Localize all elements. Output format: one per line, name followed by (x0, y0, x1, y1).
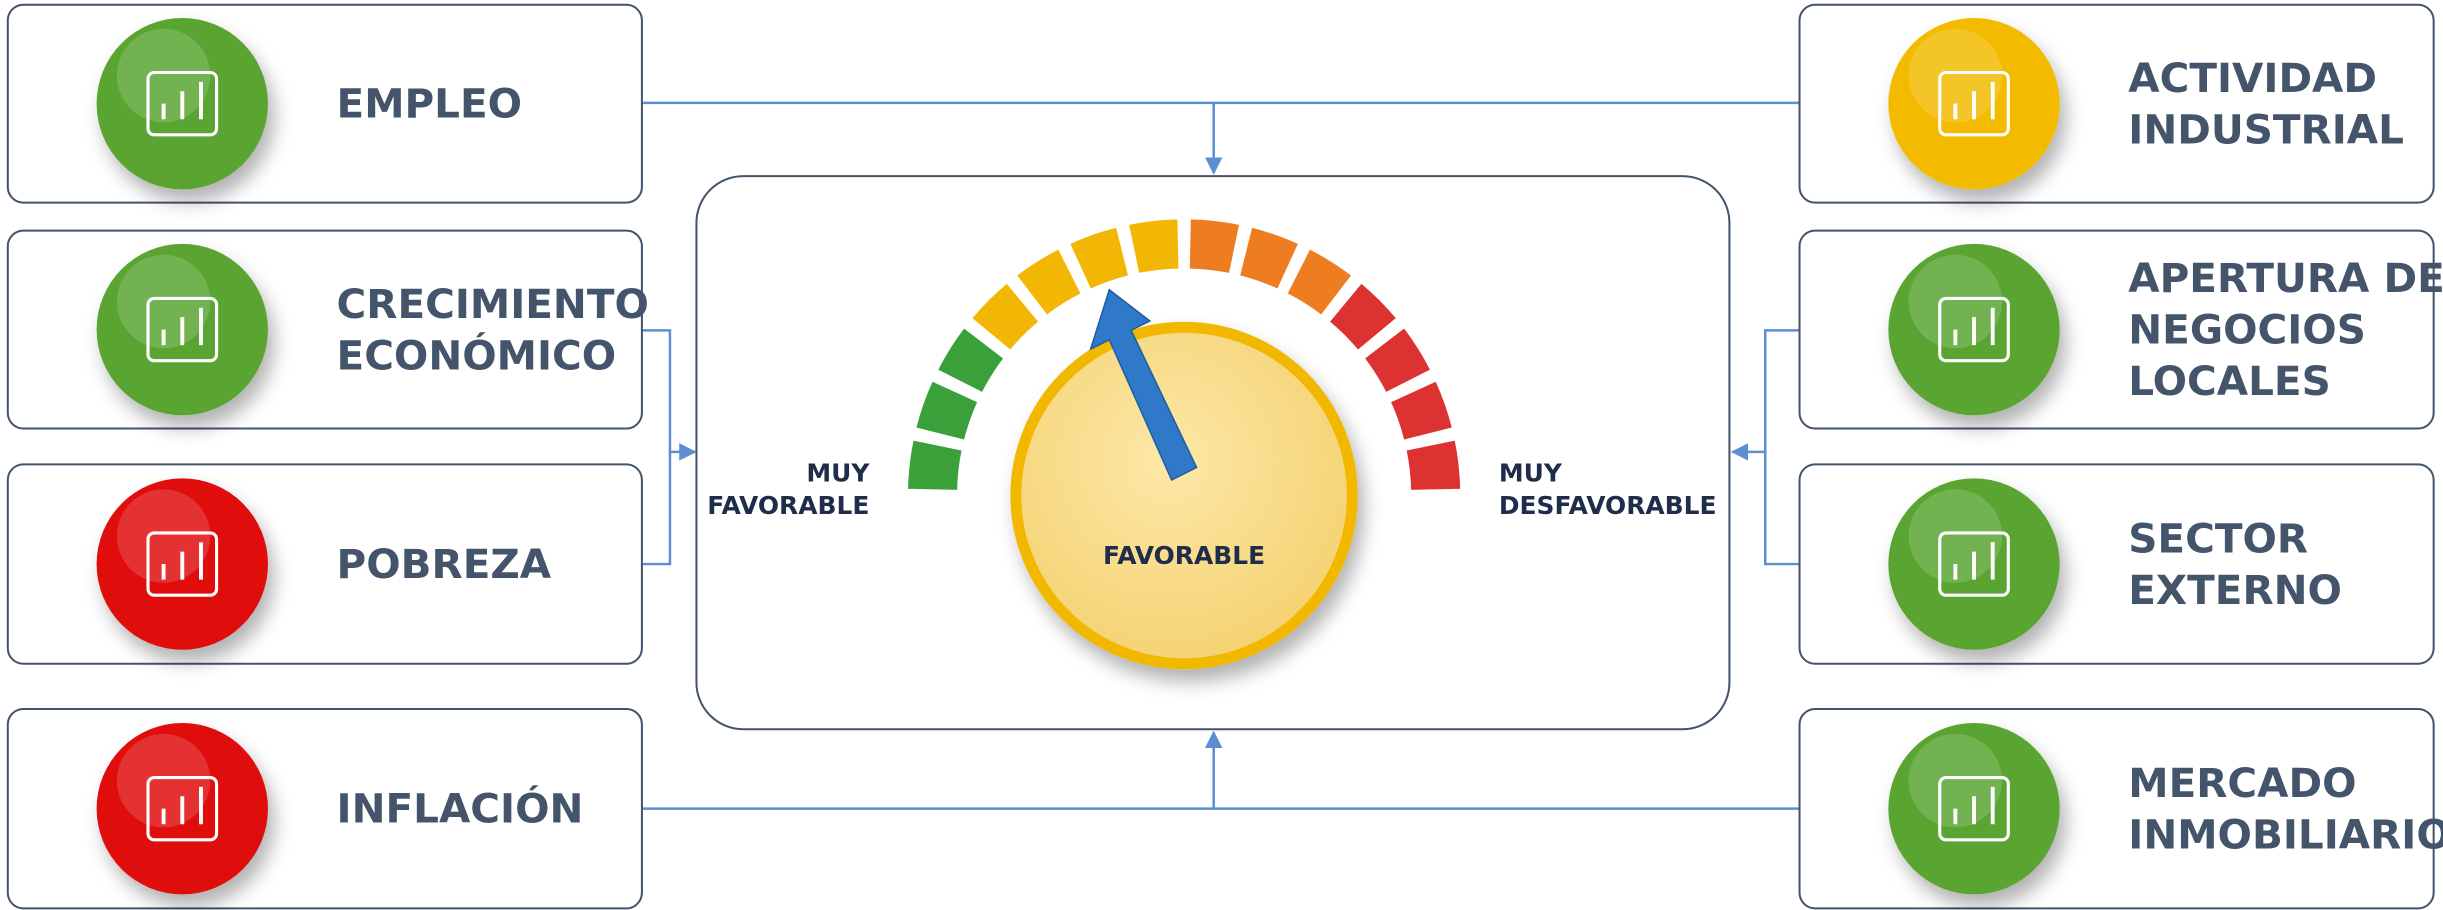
indicator-label: POBREZA (337, 540, 552, 588)
indicator-label: CRECIMIENTO (337, 280, 649, 328)
gauge-dial (1016, 327, 1353, 664)
page: {"left": [ {"label": ["EMPLEO"], "color"… (0, 0, 2443, 910)
indicator-label: EMPLEO (337, 80, 523, 128)
indicator-label: LOCALES (2128, 357, 2331, 405)
connector (1765, 330, 1799, 564)
diagram: MUY FAVORABLE MUY DESFAVORABLE FAVORABLE EMP… (0, 0, 2443, 910)
indicator-label: ECONÓMICO (337, 331, 617, 379)
gauge-label: MUY (806, 458, 870, 487)
gauge-label: MUY (1499, 458, 1563, 487)
gauge-label: DESFAVORABLE (1499, 491, 1717, 520)
gauge-segment (1405, 439, 1461, 491)
indicator-label: NEGOCIOS (2128, 306, 2366, 354)
indicator-label: INFLACIÓN (337, 785, 584, 833)
gauge-label: FAVORABLE (1103, 541, 1265, 570)
indicator-label: APERTURA DE (2128, 254, 2443, 302)
gauge-segment (1128, 218, 1180, 274)
gauge-segment (907, 439, 963, 491)
indicator-label: ACTIVIDAD (2128, 54, 2377, 102)
indicator-label: SECTOR (2128, 514, 2308, 562)
indicator-label: INMOBILIARIO (2128, 810, 2443, 858)
gauge-label: FAVORABLE (707, 491, 869, 520)
indicator-label: INDUSTRIAL (2128, 105, 2404, 153)
indicator-label: EXTERNO (2128, 566, 2342, 614)
connector (642, 330, 670, 564)
gauge-segment (1189, 218, 1241, 274)
indicator-label: MERCADO (2128, 759, 2356, 807)
